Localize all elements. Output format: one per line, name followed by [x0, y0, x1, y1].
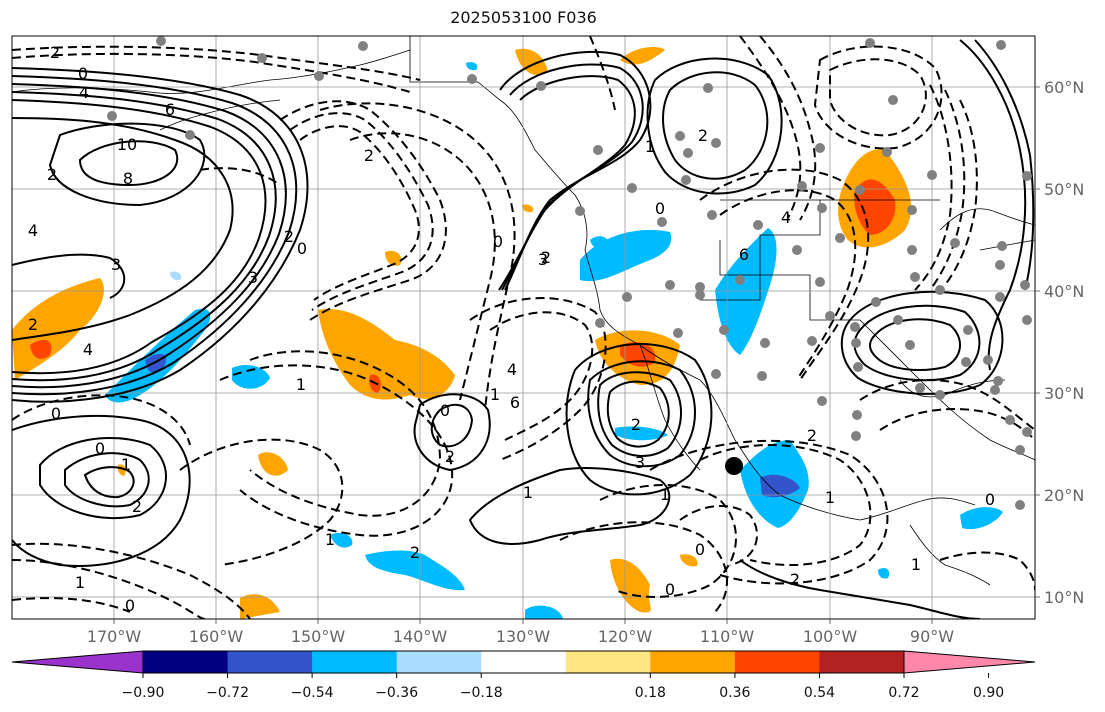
contour-label: 4	[83, 340, 93, 359]
contour-label: 3	[635, 453, 645, 472]
lon-tick-label: 170°W	[87, 627, 142, 646]
observation-dots	[107, 36, 1032, 510]
contour-label: 2	[790, 570, 800, 589]
large-marker	[725, 457, 743, 475]
solid-contours	[12, 39, 1035, 619]
contour-label: 2	[364, 146, 374, 165]
contour-label: 2	[132, 497, 142, 516]
longitude-axis: 170°W 160°W 150°W 140°W 130°W 120°W 110°W 100°W…	[87, 619, 954, 646]
lon-tick-label: 110°W	[700, 627, 755, 646]
colorbar: −0.90 −0.72 −0.54 −0.36 −0.18 0.18 0.36 0.54 0.7…	[11, 650, 1036, 701]
contour-labels: 2046108243423022100210214632012460312101…	[28, 43, 995, 615]
contour-label: 1	[490, 385, 500, 404]
contour-label: 0	[985, 490, 995, 509]
contour-label: 2	[631, 415, 641, 434]
contour-label: 6	[165, 100, 175, 119]
contour-label: 3	[111, 255, 121, 274]
map-title: 2025053100 F036	[450, 8, 597, 27]
colorbar-tick-label: 0.18	[635, 685, 666, 701]
contour-label: 8	[123, 169, 133, 188]
colorbar-tick-label: −0.72	[206, 685, 249, 701]
dashed-contours	[12, 36, 1035, 619]
colorbar-tick-label: −0.90	[122, 685, 165, 701]
colorbar-extend-low	[11, 650, 144, 674]
lon-tick-label: 90°W	[910, 627, 954, 646]
contour-label: 1	[645, 137, 655, 156]
colorbar-tick-label: 0.72	[888, 685, 919, 701]
contour-label: 1	[825, 488, 835, 507]
contour-label: 0	[297, 239, 307, 258]
colorbar-bin	[396, 651, 482, 673]
contour-label: 1	[121, 455, 131, 474]
lon-tick-label: 130°W	[496, 627, 551, 646]
contour-label: 3	[248, 268, 258, 287]
colorbar-tick-label: −0.36	[375, 685, 418, 701]
contour-label: 2	[410, 543, 420, 562]
lat-tick-label: 20°N	[1044, 486, 1084, 505]
colorbar-bin	[650, 651, 736, 673]
contour-label: 2	[698, 126, 708, 145]
lat-tick-label: 60°N	[1044, 78, 1084, 97]
contour-label: 0	[125, 596, 135, 615]
lon-tick-label: 150°W	[291, 627, 346, 646]
contour-label: 0	[655, 199, 665, 218]
contour-label: 2	[807, 426, 817, 445]
colorbar-tick-label: 0.36	[719, 685, 750, 701]
contour-label: 2	[50, 43, 60, 62]
contour-label: 2	[28, 315, 38, 334]
shaded-positive-areas	[12, 47, 912, 619]
lat-tick-label: 10°N	[1044, 588, 1084, 607]
contour-label: 4	[79, 83, 89, 102]
colorbar-bin	[565, 651, 651, 673]
contour-label: 4	[28, 221, 38, 240]
contour-label: 0	[51, 404, 61, 423]
contour-label: 1	[660, 485, 670, 504]
contour-label: 1	[911, 555, 921, 574]
contour-label: 2	[445, 447, 455, 466]
contour-label: 0	[95, 439, 105, 458]
colorbar-bin	[227, 651, 313, 673]
colorbar-tick-label: 0.54	[804, 685, 835, 701]
contour-label: 1	[296, 375, 306, 394]
contour-label: 0	[665, 580, 675, 599]
contour-label: 3	[538, 250, 548, 269]
colorbar-bin	[734, 651, 820, 673]
lon-tick-label: 140°W	[393, 627, 448, 646]
map-content: 2046108243423022100210214632012460312101…	[12, 36, 1035, 619]
contour-label: 6	[739, 245, 749, 264]
contour-label: 2	[284, 227, 294, 246]
contour-label: 10	[117, 135, 137, 154]
colorbar-extend-high	[903, 650, 1036, 674]
lat-tick-label: 30°N	[1044, 384, 1084, 403]
contour-label: 0	[440, 401, 450, 420]
colorbar-bin	[143, 651, 229, 673]
colorbar-bin	[312, 651, 398, 673]
lon-tick-label: 100°W	[803, 627, 858, 646]
contour-label: 0	[695, 540, 705, 559]
lon-tick-label: 160°W	[189, 627, 244, 646]
latitude-axis: 60°N 50°N 40°N 30°N 20°N 10°N	[1035, 78, 1084, 607]
lon-tick-label: 120°W	[598, 627, 653, 646]
contour-label: 0	[78, 64, 88, 83]
contour-label: 1	[523, 483, 533, 502]
contour-label: 2	[47, 165, 57, 184]
contour-label: 4	[507, 360, 517, 379]
colorbar-tick-label: −0.54	[291, 685, 334, 701]
contour-label: 1	[75, 573, 85, 592]
colorbar-tick-label: 0.90	[973, 685, 1004, 701]
lat-tick-label: 50°N	[1044, 180, 1084, 199]
colorbar-bin	[481, 651, 567, 673]
contour-label: 1	[325, 530, 335, 549]
contour-label: 0	[493, 232, 503, 251]
colorbar-tick-label: −0.18	[460, 685, 503, 701]
colorbar-bin	[819, 651, 905, 673]
contour-label: 2	[541, 248, 551, 267]
contour-label: 4	[781, 208, 791, 227]
contour-label: 6	[510, 393, 520, 412]
lat-tick-label: 40°N	[1044, 282, 1084, 301]
